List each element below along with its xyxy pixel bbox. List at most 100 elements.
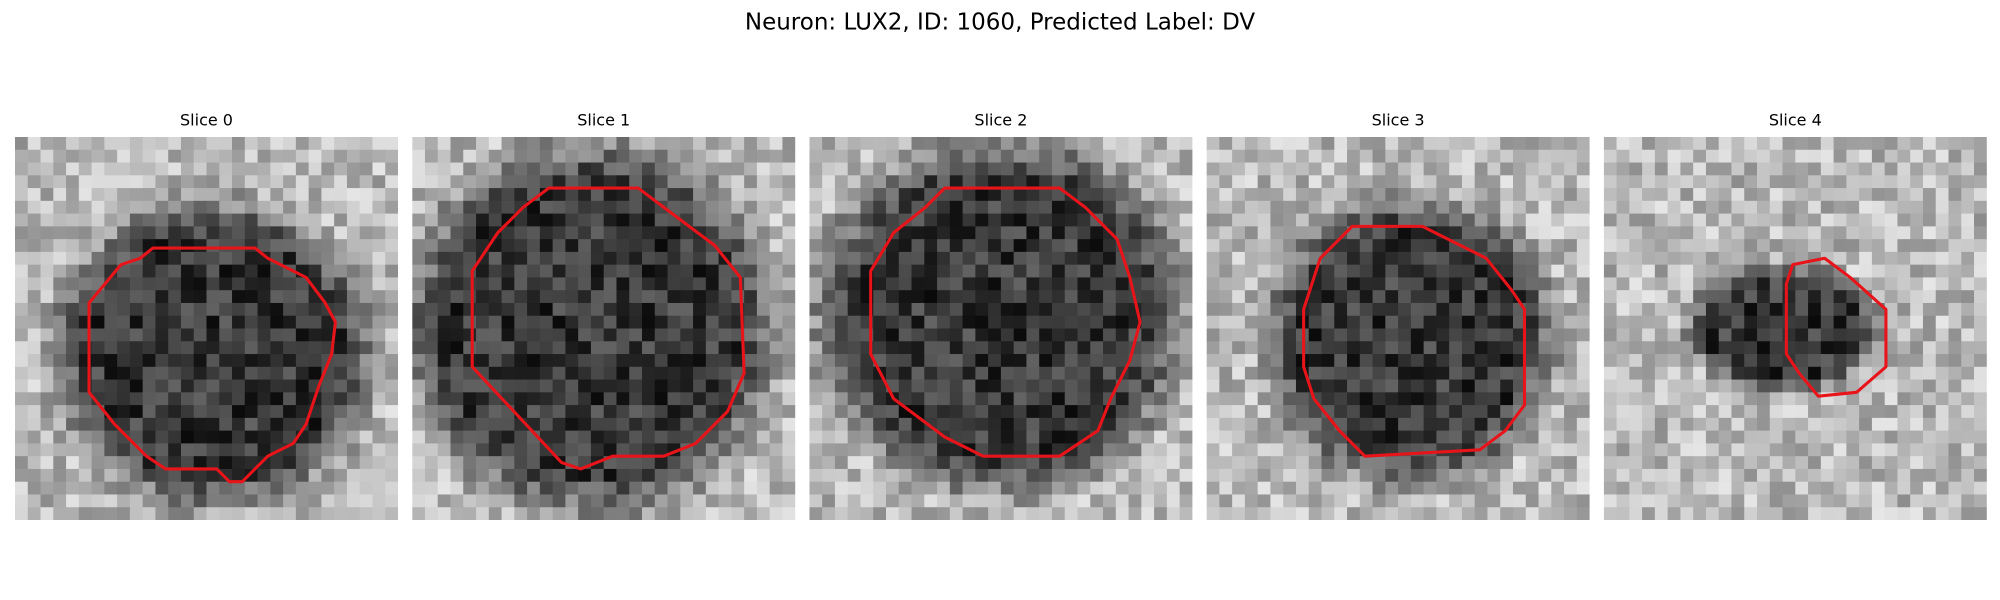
pixel — [1372, 175, 1386, 189]
pixel — [1179, 366, 1193, 381]
pixel — [1423, 366, 1438, 381]
pixel — [1654, 481, 1669, 496]
pixel — [731, 239, 745, 253]
pixel — [1551, 149, 1565, 164]
pixel — [1680, 341, 1694, 355]
pixel — [654, 149, 669, 164]
pixel — [346, 430, 361, 445]
pixel — [975, 290, 989, 304]
pixel — [1897, 443, 1911, 457]
pixel — [206, 468, 220, 483]
pixel — [412, 481, 426, 496]
pixel — [1859, 328, 1873, 342]
pixel — [359, 200, 374, 215]
pixel — [1334, 468, 1348, 483]
pixel — [1449, 468, 1463, 483]
pixel — [822, 251, 836, 266]
pixel — [1616, 200, 1630, 215]
pixel — [308, 137, 323, 151]
pixel — [1219, 341, 1233, 355]
pixel — [693, 481, 707, 496]
pixel — [1461, 302, 1476, 317]
pixel — [616, 366, 630, 381]
pixel — [463, 213, 477, 228]
pixel — [1833, 354, 1848, 368]
pixel — [565, 200, 579, 215]
pixel — [1103, 379, 1117, 393]
pixel — [66, 354, 80, 368]
pixel — [1782, 392, 1796, 406]
pixel — [1359, 468, 1374, 483]
pixel — [1564, 213, 1578, 228]
pixel — [552, 430, 567, 445]
pixel — [1474, 137, 1489, 151]
pixel — [1769, 226, 1784, 240]
pixel — [873, 315, 887, 330]
pixel — [1064, 481, 1079, 496]
pixel — [295, 392, 310, 406]
pixel — [1795, 239, 1809, 253]
pixel — [731, 430, 745, 445]
pixel — [1077, 507, 1091, 520]
pixel — [667, 328, 681, 342]
pixel — [1680, 213, 1694, 228]
pixel — [232, 430, 246, 445]
pixel — [705, 366, 720, 381]
slice-image — [1603, 137, 1987, 520]
pixel — [244, 226, 259, 240]
pixel — [731, 188, 745, 202]
pixel — [1154, 137, 1168, 151]
pixel — [501, 137, 515, 151]
pixel — [1064, 137, 1079, 151]
pixel — [168, 213, 182, 228]
pixel — [1795, 494, 1809, 508]
pixel — [1166, 354, 1181, 368]
pixel — [1769, 213, 1784, 228]
pixel — [1257, 188, 1272, 202]
pixel — [1603, 162, 1618, 176]
pixel — [476, 392, 490, 406]
pixel — [321, 137, 335, 151]
pixel — [1935, 137, 1950, 151]
pixel — [1564, 200, 1578, 215]
pixel — [66, 507, 80, 520]
pixel — [1270, 226, 1284, 240]
pixel — [1718, 149, 1733, 164]
pixel — [1077, 213, 1091, 228]
pixel — [1910, 290, 1924, 304]
pixel — [412, 239, 426, 253]
pixel — [654, 302, 669, 317]
pixel — [642, 417, 656, 432]
pixel — [155, 366, 169, 381]
pixel — [1232, 494, 1246, 508]
pixel — [1077, 481, 1091, 496]
pixel — [1538, 481, 1552, 496]
pixel — [1693, 443, 1707, 457]
pixel — [424, 251, 439, 266]
pixel — [860, 405, 874, 419]
pixel — [270, 430, 284, 445]
pixel — [1576, 277, 1590, 291]
pixel — [1808, 290, 1822, 304]
pixel — [117, 239, 131, 253]
pixel — [1884, 366, 1899, 381]
pixel — [1513, 443, 1527, 457]
pixel — [424, 417, 439, 432]
pixel — [321, 277, 335, 291]
pixel — [91, 226, 106, 240]
pixel — [1576, 239, 1590, 253]
pixel — [847, 468, 862, 483]
pixel — [27, 468, 42, 483]
pixel — [1744, 137, 1758, 151]
pixel — [975, 239, 989, 253]
pixel — [1039, 200, 1053, 215]
pixel — [1974, 341, 1987, 355]
pixel — [450, 175, 464, 189]
pixel — [1833, 468, 1848, 483]
pixel — [142, 507, 157, 520]
pixel — [937, 481, 951, 496]
pixel — [321, 226, 335, 240]
pixel — [1935, 417, 1950, 432]
pixel — [1141, 137, 1155, 151]
pixel — [514, 430, 528, 445]
